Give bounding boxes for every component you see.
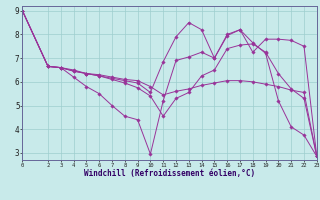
X-axis label: Windchill (Refroidissement éolien,°C): Windchill (Refroidissement éolien,°C) <box>84 169 255 178</box>
